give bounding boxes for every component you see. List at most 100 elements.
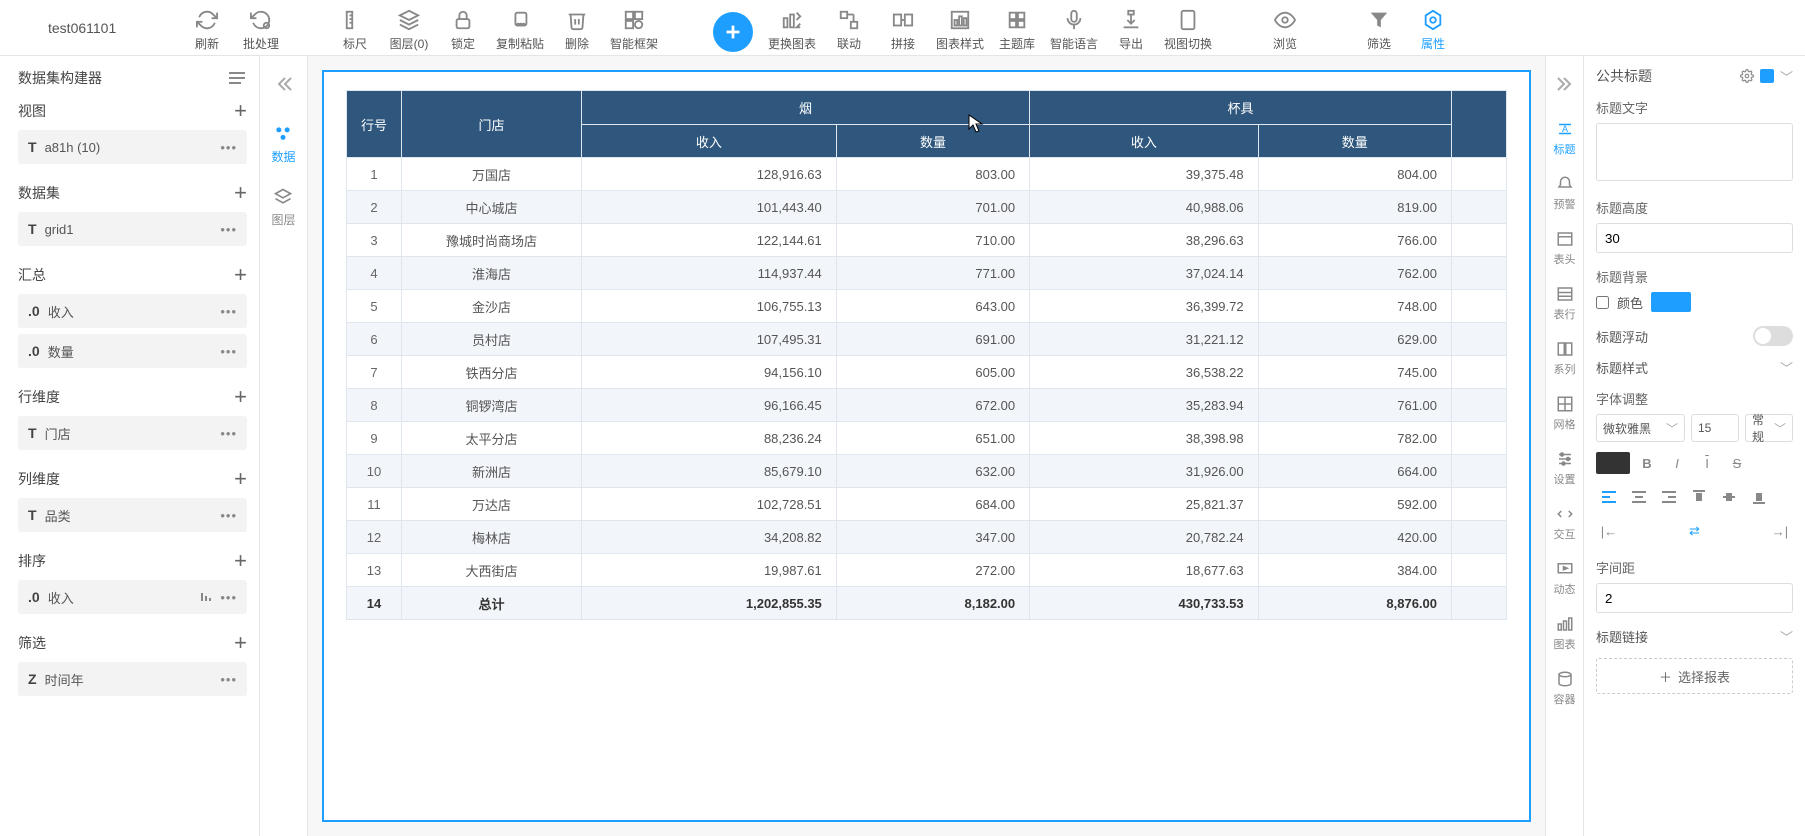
title-height-input[interactable] xyxy=(1596,223,1793,253)
ruler-button[interactable]: 标尺 xyxy=(328,4,382,52)
proptab-标题[interactable]: A标题 xyxy=(1554,120,1576,157)
valign-bottom-button[interactable] xyxy=(1746,484,1772,510)
proptab-网格[interactable]: 网格 xyxy=(1554,395,1576,432)
add-汇总-button[interactable]: + xyxy=(234,264,247,286)
title-float-toggle[interactable] xyxy=(1753,326,1793,346)
valign-middle-button[interactable] xyxy=(1716,484,1742,510)
table-row[interactable]: 2中心城店101,443.40701.0040,988.06819.00 xyxy=(347,191,1507,224)
field-chip[interactable]: Z时间年••• xyxy=(18,662,247,696)
rail-图层-tab[interactable]: 图层 xyxy=(271,187,295,228)
field-chip[interactable]: Ta81h (10)••• xyxy=(18,130,247,164)
gear-icon[interactable] xyxy=(1740,69,1754,83)
add-列维度-button[interactable]: + xyxy=(234,468,247,490)
field-chip[interactable]: T门店••• xyxy=(18,416,247,450)
bold-button[interactable]: B xyxy=(1634,450,1660,476)
font-family-select[interactable]: 微软雅黑﹀ xyxy=(1596,414,1685,442)
add-数据集-button[interactable]: + xyxy=(234,182,247,204)
smartframe-button[interactable]: 智能框架 xyxy=(604,4,664,52)
table-row[interactable]: 4淮海店114,937.44771.0037,024.14762.00 xyxy=(347,257,1507,290)
add-行维度-button[interactable]: + xyxy=(234,386,247,408)
proptab-系列[interactable]: 系列 xyxy=(1554,340,1576,377)
more-icon[interactable]: ••• xyxy=(220,590,237,605)
left-panel-menu-icon[interactable] xyxy=(227,70,247,86)
swapchart-button[interactable]: 更换图表 xyxy=(762,4,822,52)
more-icon[interactable]: ••• xyxy=(220,222,237,237)
title-text-input[interactable] xyxy=(1596,123,1793,181)
table-row[interactable]: 1万国店128,916.63803.0039,375.48804.00 xyxy=(347,158,1507,191)
smartlang-button[interactable]: 智能语言 xyxy=(1044,4,1104,52)
align-center-button[interactable] xyxy=(1626,484,1652,510)
chevron-down-icon[interactable]: ﹀ xyxy=(1780,627,1793,646)
preview-button[interactable]: 浏览 xyxy=(1258,4,1312,52)
field-chip[interactable]: .0收入••• xyxy=(18,580,247,614)
proptab-预警[interactable]: 预警 xyxy=(1554,175,1576,212)
field-chip[interactable]: Tgrid1••• xyxy=(18,212,247,246)
proptab-表头[interactable]: 表头 xyxy=(1554,230,1576,267)
delete-button[interactable]: 删除 xyxy=(550,4,604,52)
proptab-表行[interactable]: 表行 xyxy=(1554,285,1576,322)
table-row[interactable]: 8铜锣湾店96,166.45672.0035,283.94761.00 xyxy=(347,389,1507,422)
chevron-down-icon[interactable]: ﹀ xyxy=(1780,358,1793,377)
indent-center-button[interactable]: ⇄ xyxy=(1682,518,1708,544)
font-size-select[interactable]: 15 xyxy=(1691,414,1739,442)
proptab-动态[interactable]: 动态 xyxy=(1554,560,1576,597)
bg-color-checkbox[interactable] xyxy=(1596,296,1609,309)
more-icon[interactable]: ••• xyxy=(220,426,237,441)
more-icon[interactable]: ••• xyxy=(220,508,237,523)
merge-button[interactable]: 拼接 xyxy=(876,4,930,52)
table-row[interactable]: 12梅林店34,208.82347.0020,782.24420.00 xyxy=(347,521,1507,554)
font-color-swatch[interactable] xyxy=(1596,452,1630,474)
indent-left-button[interactable]: |← xyxy=(1596,518,1622,544)
letter-spacing-input[interactable] xyxy=(1596,583,1793,613)
add-button[interactable] xyxy=(704,4,762,52)
export-button[interactable]: 导出 xyxy=(1104,4,1158,52)
table-row[interactable]: 11万达店102,728.51684.0025,821.37592.00 xyxy=(347,488,1507,521)
italic-button[interactable]: I xyxy=(1664,450,1690,476)
more-icon[interactable]: ••• xyxy=(220,304,237,319)
copypaste-button[interactable]: 复制粘贴 xyxy=(490,4,550,52)
refresh-button[interactable]: 刷新 xyxy=(180,4,234,52)
chevron-down-icon[interactable]: ﹀ xyxy=(1780,67,1793,86)
table-row[interactable]: 13大西街店19,987.61272.0018,677.63384.00 xyxy=(347,554,1507,587)
more-icon[interactable]: ••• xyxy=(220,140,237,155)
proptab-容器[interactable]: 容器 xyxy=(1554,670,1576,707)
lock-button[interactable]: 锁定 xyxy=(436,4,490,52)
props-button[interactable]: 属性 xyxy=(1406,4,1460,52)
select-report-button[interactable]: ＋ 选择报表 xyxy=(1596,658,1793,694)
add-筛选-button[interactable]: + xyxy=(234,632,247,654)
valign-top-button[interactable] xyxy=(1686,484,1712,510)
field-chip[interactable]: .0数量••• xyxy=(18,334,247,368)
proptab-设置[interactable]: 设置 xyxy=(1554,450,1576,487)
report-frame[interactable]: 行号 门店 烟 杯具 收入 数量 收入 数量 1万国店128,916.63803… xyxy=(322,70,1531,822)
collapse-right-icon[interactable] xyxy=(1555,74,1575,94)
more-icon[interactable]: ••• xyxy=(220,344,237,359)
underline-button[interactable]: I xyxy=(1694,450,1720,476)
rail-数据-tab[interactable]: 数据 xyxy=(271,124,295,165)
more-icon[interactable]: ••• xyxy=(220,672,237,687)
add-视图-button[interactable]: + xyxy=(234,100,247,122)
indent-right-button[interactable]: →| xyxy=(1767,518,1793,544)
bg-color-swatch[interactable] xyxy=(1651,292,1691,312)
layer-button[interactable]: 图层(0) xyxy=(382,4,436,52)
table-row[interactable]: 10新洲店85,679.10632.0031,926.00664.00 xyxy=(347,455,1507,488)
proptab-图表[interactable]: 图表 xyxy=(1554,615,1576,652)
add-排序-button[interactable]: + xyxy=(234,550,247,572)
field-chip[interactable]: T品类••• xyxy=(18,498,247,532)
table-row[interactable]: 6员村店107,495.31691.0031,221.12629.00 xyxy=(347,323,1507,356)
theme-button[interactable]: 主题库 xyxy=(990,4,1044,52)
font-weight-select[interactable]: 常规﹀ xyxy=(1745,414,1793,442)
field-chip[interactable]: .0收入••• xyxy=(18,294,247,328)
strike-button[interactable]: S xyxy=(1724,450,1750,476)
chartstyle-button[interactable]: 图表样式 xyxy=(930,4,990,52)
align-left-button[interactable] xyxy=(1596,484,1622,510)
filter-button[interactable]: 筛选 xyxy=(1352,4,1406,52)
table-row[interactable]: 5金沙店106,755.13643.0036,399.72748.00 xyxy=(347,290,1507,323)
collapse-left-icon[interactable] xyxy=(274,74,294,94)
table-row[interactable]: 9太平分店88,236.24651.0038,398.98782.00 xyxy=(347,422,1507,455)
visibility-checkbox[interactable] xyxy=(1760,69,1774,83)
align-right-button[interactable] xyxy=(1656,484,1682,510)
batch-button[interactable]: 批处理 xyxy=(234,4,288,52)
table-row[interactable]: 3豫城时尚商场店122,144.61710.0038,296.63766.00 xyxy=(347,224,1507,257)
viewswitch-button[interactable]: 视图切换 xyxy=(1158,4,1218,52)
table-row[interactable]: 7铁西分店94,156.10605.0036,538.22745.00 xyxy=(347,356,1507,389)
